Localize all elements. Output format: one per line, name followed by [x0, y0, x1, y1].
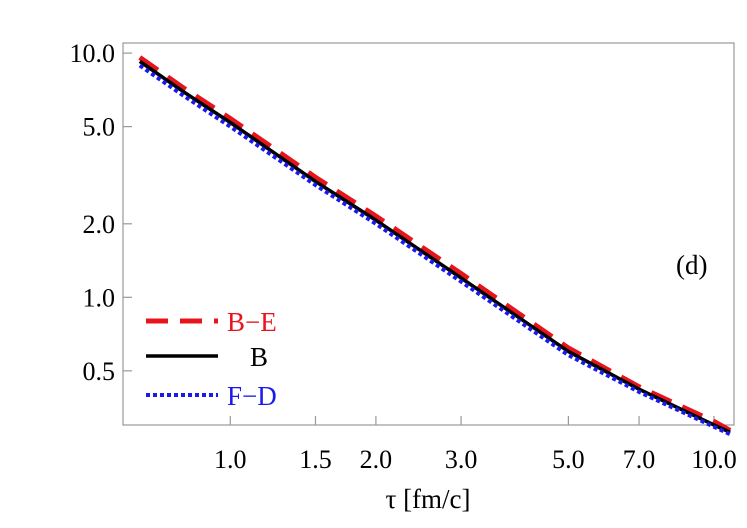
series-line-0: [138, 55, 732, 433]
x-tick-label: 10.0: [691, 445, 737, 474]
x-tick-label: 7.0: [623, 445, 656, 474]
y-axis-ticks: 0.5 1.0 2.0 5.0 10.0: [70, 39, 132, 386]
x-tick-label: 1.5: [299, 445, 332, 474]
plot-frame: [122, 42, 735, 426]
y-tick-label: 10.0: [70, 39, 116, 68]
legend-label-0: B−E: [227, 307, 277, 337]
legend-label-1: B: [250, 342, 268, 372]
x-axis-title: τ [fm/c]: [385, 484, 470, 514]
y-tick-label: 0.5: [83, 357, 116, 386]
y-tick-label: 1.0: [83, 283, 116, 312]
series-lines: [138, 55, 732, 437]
x-tick-label: 2.0: [360, 445, 393, 474]
x-tick-label: 3.0: [445, 445, 478, 474]
series-line-2: [138, 63, 731, 437]
y-tick-label: 2.0: [83, 210, 116, 239]
panel-annotation: (d): [676, 250, 707, 280]
y-tick-label: 5.0: [83, 113, 116, 142]
legend-label-2: F−D: [227, 381, 277, 411]
legend: B−E B F−D: [146, 307, 277, 411]
x-tick-label: 5.0: [552, 445, 585, 474]
x-tick-label: 1.0: [214, 445, 247, 474]
x-axis-ticks: 1.0 1.5 2.0 3.0 5.0 7.0 10.0: [214, 416, 737, 474]
